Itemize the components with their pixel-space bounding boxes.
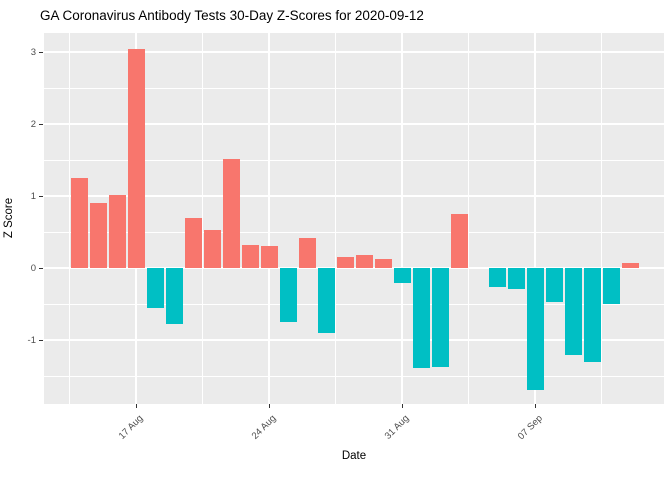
y-major-gridline [44, 123, 664, 125]
x-minor-gridline [468, 33, 469, 404]
bar-18-aug [146, 268, 164, 308]
bar-24-aug [260, 246, 278, 268]
y-major-gridline [44, 51, 664, 53]
y-tick-label: 1 [30, 190, 36, 202]
y-major-gridline [44, 195, 664, 197]
bar-31-aug [393, 268, 411, 283]
y-minor-gridline [44, 231, 664, 233]
x-tick-label: 17 Aug [117, 413, 146, 442]
bar-16-aug [108, 195, 126, 268]
y-tick-mark [39, 52, 43, 53]
y-tick-label: 3 [30, 46, 36, 58]
x-tick-label: 07 Sep [515, 413, 545, 443]
x-axis-title: Date [341, 450, 367, 462]
bar-27-aug [317, 268, 335, 333]
y-major-gridline [44, 339, 664, 341]
chart-title: GA Coronavirus Antibody Tests 30-Day Z-S… [40, 8, 424, 23]
bar-01-sep [412, 268, 430, 368]
y-tick-label: 0 [30, 262, 36, 274]
x-minor-gridline [202, 33, 203, 404]
bar-08-sep [545, 268, 563, 302]
x-tick-label: 24 Aug [250, 413, 279, 442]
y-major-gridline [44, 267, 664, 269]
bar-09-sep [564, 268, 582, 355]
x-major-gridline [268, 33, 270, 404]
bar-30-aug [374, 259, 392, 268]
bar-05-sep [488, 268, 506, 287]
bar-22-aug [222, 159, 240, 268]
y-minor-gridline [44, 87, 664, 89]
y-tick-mark [39, 340, 43, 341]
x-minor-gridline [335, 33, 336, 404]
x-major-gridline [534, 33, 536, 404]
y-tick-mark [39, 196, 43, 197]
bar-26-aug [298, 238, 316, 268]
bar-17-aug [127, 49, 145, 268]
bar-02-sep [431, 268, 449, 367]
bar-21-aug [203, 230, 221, 268]
bar-28-aug [336, 257, 354, 268]
bar-29-aug [355, 255, 373, 268]
bar-15-aug [89, 203, 107, 268]
plot-panel [44, 33, 664, 404]
x-major-gridline [401, 33, 403, 404]
x-minor-gridline [601, 33, 602, 404]
bar-06-sep [507, 268, 525, 289]
y-minor-gridline [44, 303, 664, 305]
bar-14-aug [70, 178, 88, 268]
x-tick-mark [402, 404, 403, 408]
bar-10-sep [583, 268, 601, 362]
x-tick-label: 31 Aug [383, 413, 412, 442]
y-minor-gridline [44, 159, 664, 161]
y-tick-label: -1 [27, 334, 36, 346]
bar-20-aug [184, 218, 202, 268]
bar-23-aug [241, 245, 259, 268]
y-axis-title: Z Score [3, 197, 15, 239]
bar-03-sep [450, 214, 468, 268]
y-tick-mark [39, 268, 43, 269]
bar-25-aug [279, 268, 297, 322]
bar-12-sep [621, 263, 639, 268]
bar-11-sep [602, 268, 620, 304]
bar-19-aug [165, 268, 183, 324]
x-tick-mark [136, 404, 137, 408]
y-tick-mark [39, 124, 43, 125]
bar-07-sep [526, 268, 544, 390]
y-tick-label: 2 [30, 118, 36, 130]
x-minor-gridline [69, 33, 70, 404]
y-minor-gridline [44, 375, 664, 377]
x-tick-mark [535, 404, 536, 408]
x-tick-mark [269, 404, 270, 408]
